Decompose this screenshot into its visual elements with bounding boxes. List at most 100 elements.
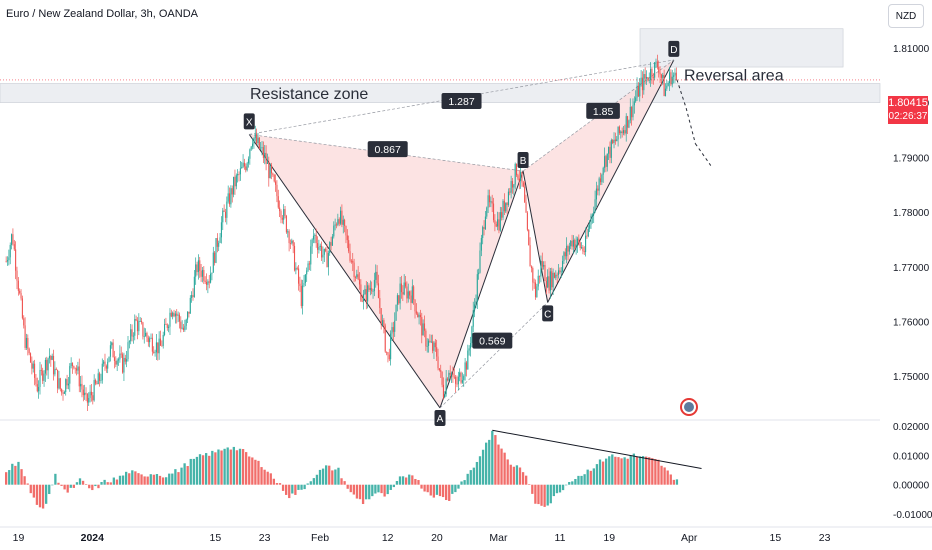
oscillator-bar — [608, 456, 611, 485]
oscillator-bar — [8, 470, 11, 485]
oscillator-bar — [546, 484, 549, 506]
candle — [116, 360, 118, 365]
candle — [150, 337, 152, 339]
ratio-label-box — [472, 332, 513, 349]
candle — [220, 222, 222, 238]
price-axis-tick: 1.81000 — [893, 44, 930, 55]
candle — [644, 74, 646, 79]
candle — [245, 166, 247, 171]
candle — [357, 274, 359, 280]
candle — [11, 234, 13, 245]
candle — [338, 219, 340, 224]
candle — [222, 210, 224, 223]
oscillator-bar — [380, 484, 383, 494]
candle — [570, 240, 572, 247]
candle — [495, 224, 497, 227]
candle — [161, 345, 163, 347]
candle — [551, 271, 553, 288]
candle — [307, 263, 309, 271]
candle — [398, 295, 400, 304]
candle — [380, 308, 382, 325]
candle — [28, 348, 30, 354]
chart-title: Euro / New Zealand Dollar, 3h, OANDA — [6, 8, 198, 20]
oscillator-bar — [306, 483, 309, 485]
candle — [197, 260, 199, 273]
candle — [597, 188, 599, 191]
candle — [143, 336, 145, 338]
candle — [530, 266, 532, 269]
candle — [494, 220, 496, 225]
oscillator-bar — [374, 484, 377, 494]
oscillator-bar — [408, 474, 411, 485]
candle — [231, 188, 233, 195]
candle — [57, 369, 59, 389]
candle — [12, 234, 14, 245]
candle — [331, 236, 333, 246]
oscillator-bar — [414, 478, 417, 485]
oscillator-bar — [398, 476, 402, 485]
candle — [595, 188, 597, 200]
candle — [254, 134, 256, 139]
oscillator-bar — [552, 484, 555, 497]
candle — [298, 268, 300, 284]
oscillator-bar — [478, 456, 482, 485]
candle — [483, 227, 485, 229]
candle — [344, 219, 346, 226]
candle — [223, 210, 225, 212]
candle — [291, 240, 293, 244]
candle — [326, 251, 328, 268]
candle — [327, 253, 329, 268]
oscillator-bar — [574, 478, 577, 485]
candle — [585, 235, 587, 253]
point-label: X — [246, 117, 253, 128]
oscillator-bar — [288, 484, 291, 499]
candle — [113, 357, 116, 361]
oscillator-bar — [515, 465, 519, 485]
candle — [536, 286, 538, 298]
candle — [628, 120, 630, 128]
oscillator-bar — [334, 469, 337, 485]
candle — [409, 291, 411, 296]
candle — [426, 345, 428, 347]
oscillator-bar — [235, 450, 239, 485]
oscillator-bar — [14, 465, 17, 485]
alert-icon-core — [684, 402, 694, 412]
oscillator-bar — [158, 475, 162, 485]
oscillator-bar — [91, 484, 94, 491]
oscillator-bar — [497, 444, 500, 485]
candle — [93, 379, 95, 401]
oscillator-bar — [183, 463, 186, 485]
candle — [528, 229, 530, 246]
time-axis-tick: 12 — [382, 532, 394, 544]
candle — [360, 284, 362, 301]
candle — [226, 201, 228, 218]
candle — [486, 207, 488, 217]
candle — [622, 130, 625, 134]
candle — [606, 153, 608, 167]
oscillator-bar — [663, 467, 666, 485]
candle — [417, 313, 419, 318]
candle — [664, 88, 667, 97]
candle — [662, 74, 664, 78]
candle — [517, 175, 519, 179]
candle — [52, 355, 55, 375]
candle — [283, 209, 285, 220]
candle — [582, 247, 584, 252]
candle — [533, 282, 535, 284]
oscillator-bar — [509, 464, 512, 485]
candle — [522, 182, 524, 187]
candle — [191, 295, 193, 298]
candle — [465, 362, 468, 370]
candle — [432, 341, 434, 351]
oscillator-bar — [300, 484, 303, 490]
candle — [279, 207, 281, 212]
candle — [38, 386, 40, 392]
candle — [32, 363, 34, 369]
currency-button[interactable]: NZD — [888, 4, 924, 28]
candle — [422, 323, 424, 336]
candle — [410, 295, 412, 303]
point-label-box — [434, 409, 446, 426]
oscillator-bar — [485, 442, 488, 485]
ratio-label: 1.287 — [448, 96, 474, 108]
